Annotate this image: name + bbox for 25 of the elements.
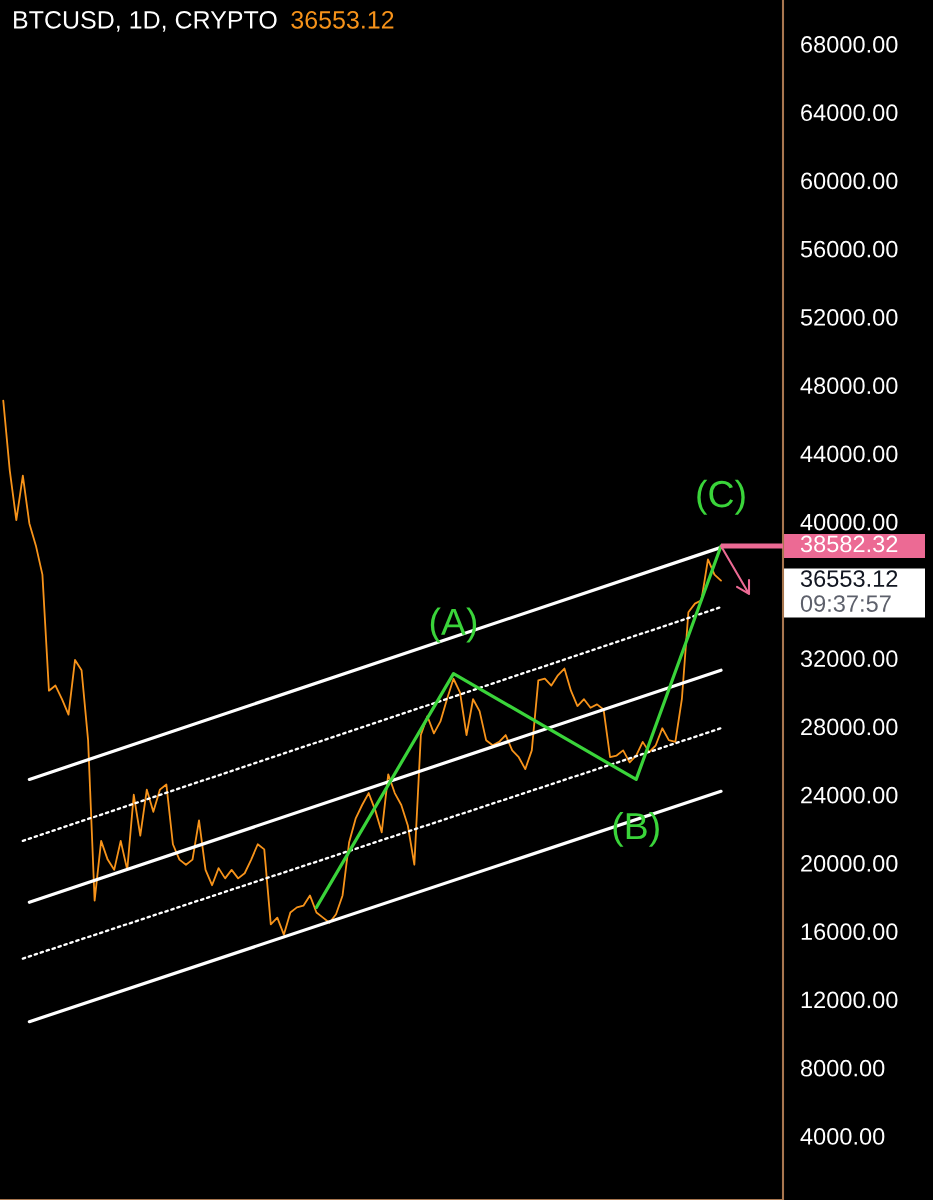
y-tick-label: 52000.00 [800,309,898,326]
y-tick-label: 68000.00 [801,36,898,53]
y-tick-label: 48000.00 [800,377,898,395]
y-tick-label: 16000.00 [801,923,898,941]
y-tick-label: 20000.00 [801,855,898,872]
y-tick-label: 28000.00 [801,718,898,736]
chart-title: BTCUSD, 1D, CRYPTO [14,11,277,32]
y-tick-label: 40000.00 [800,513,898,531]
y-tick-label: 56000.00 [800,240,898,258]
annotation: (B) [613,811,659,847]
text: 36553.12 [800,570,898,587]
y-tick-label: 4000.00 [800,1128,885,1145]
ref-line-label: 38582.32 [800,535,898,553]
y-tick-label: 44000.00 [800,445,898,463]
annotation: (C) [697,479,745,515]
chart-subtitle: 36553.12 [291,11,394,29]
text: 09:37:57 [800,595,891,612]
y-tick-label: 24000.00 [801,786,898,804]
y-tick-label: 64000.00 [801,104,898,122]
line-series [314,544,723,909]
y-tick-label: 12000.00 [801,991,898,1009]
y-tick-label: 8000.00 [800,1059,885,1077]
annotation: (A) [430,607,477,643]
y-tick-label: 60000.00 [801,172,898,190]
y-tick-label: 32000.00 [800,650,898,668]
